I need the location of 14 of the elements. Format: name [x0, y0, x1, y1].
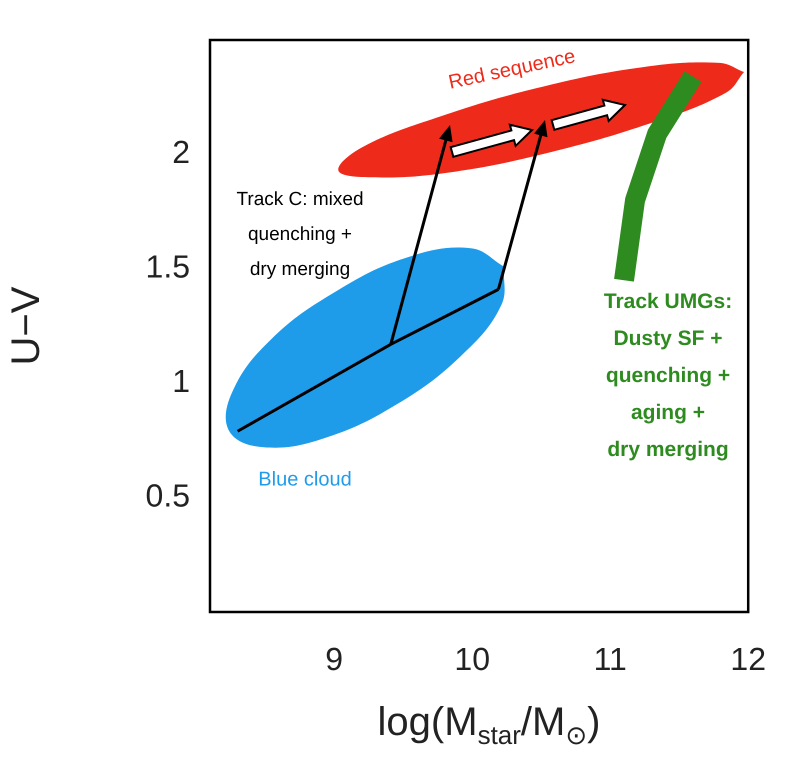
y-tick-label: 1.5: [146, 248, 190, 285]
y-tick-label: 0.5: [146, 477, 190, 514]
y-axis-title: U−V: [4, 286, 48, 366]
y-tick-label: 1: [172, 363, 190, 400]
x-tick-label: 12: [730, 641, 766, 678]
series-label: Track UMGs: Dusty SF + quenching + aging + dry merging: [604, 290, 732, 461]
text: Track C: mixed quenching + dry merging: [236, 189, 364, 280]
x-tick-label: 9: [325, 641, 344, 678]
series-label: Blue cloud: [258, 468, 352, 491]
x-axis-title: log(M$_{star}$/M$_{⊙}$): [376, 700, 602, 751]
y-tick-label: 2: [172, 134, 190, 170]
text: Red sequence: [446, 45, 578, 94]
x-tick-label: 10: [454, 641, 490, 678]
x-tick-label: 11: [594, 641, 627, 678]
